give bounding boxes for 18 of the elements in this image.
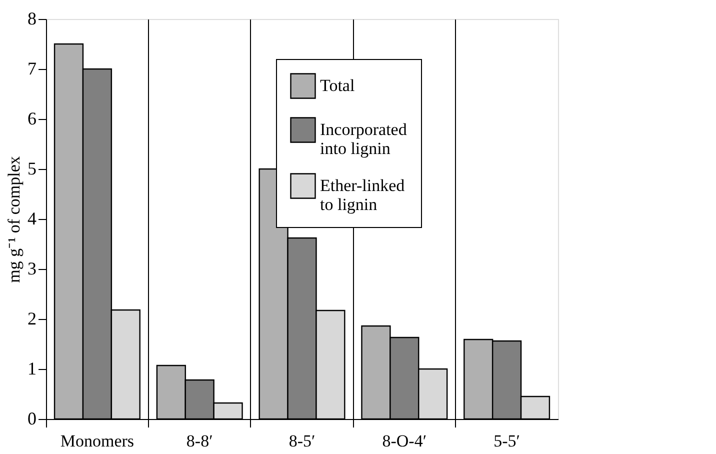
y-tick-label: 2 (28, 308, 36, 328)
x-tick-label: 5-5′ (494, 432, 520, 450)
legend-label: Ether-linked to lignin (320, 176, 406, 214)
legend-label: Incorporated into lignin (320, 120, 408, 158)
x-tick-label: 8-O-4′ (382, 432, 427, 450)
y-tick-label: 5 (28, 158, 36, 178)
y-tick-label: 1 (28, 358, 36, 378)
x-tick-label: 8-8′ (186, 432, 213, 450)
legend-label: Total (320, 76, 355, 95)
y-tick-label: 7 (28, 58, 36, 78)
x-tick-label: Monomers (60, 432, 134, 450)
y-tick-label: 8 (28, 8, 36, 28)
y-tick-label: 3 (28, 258, 36, 278)
y-tick-label: 0 (28, 408, 36, 428)
y-tick-label: 6 (28, 108, 36, 128)
y-tick-label: 4 (28, 208, 36, 228)
y-axis-title: mg g⁻¹ of complex (4, 156, 24, 283)
x-tick-label: 8-5′ (288, 432, 316, 450)
